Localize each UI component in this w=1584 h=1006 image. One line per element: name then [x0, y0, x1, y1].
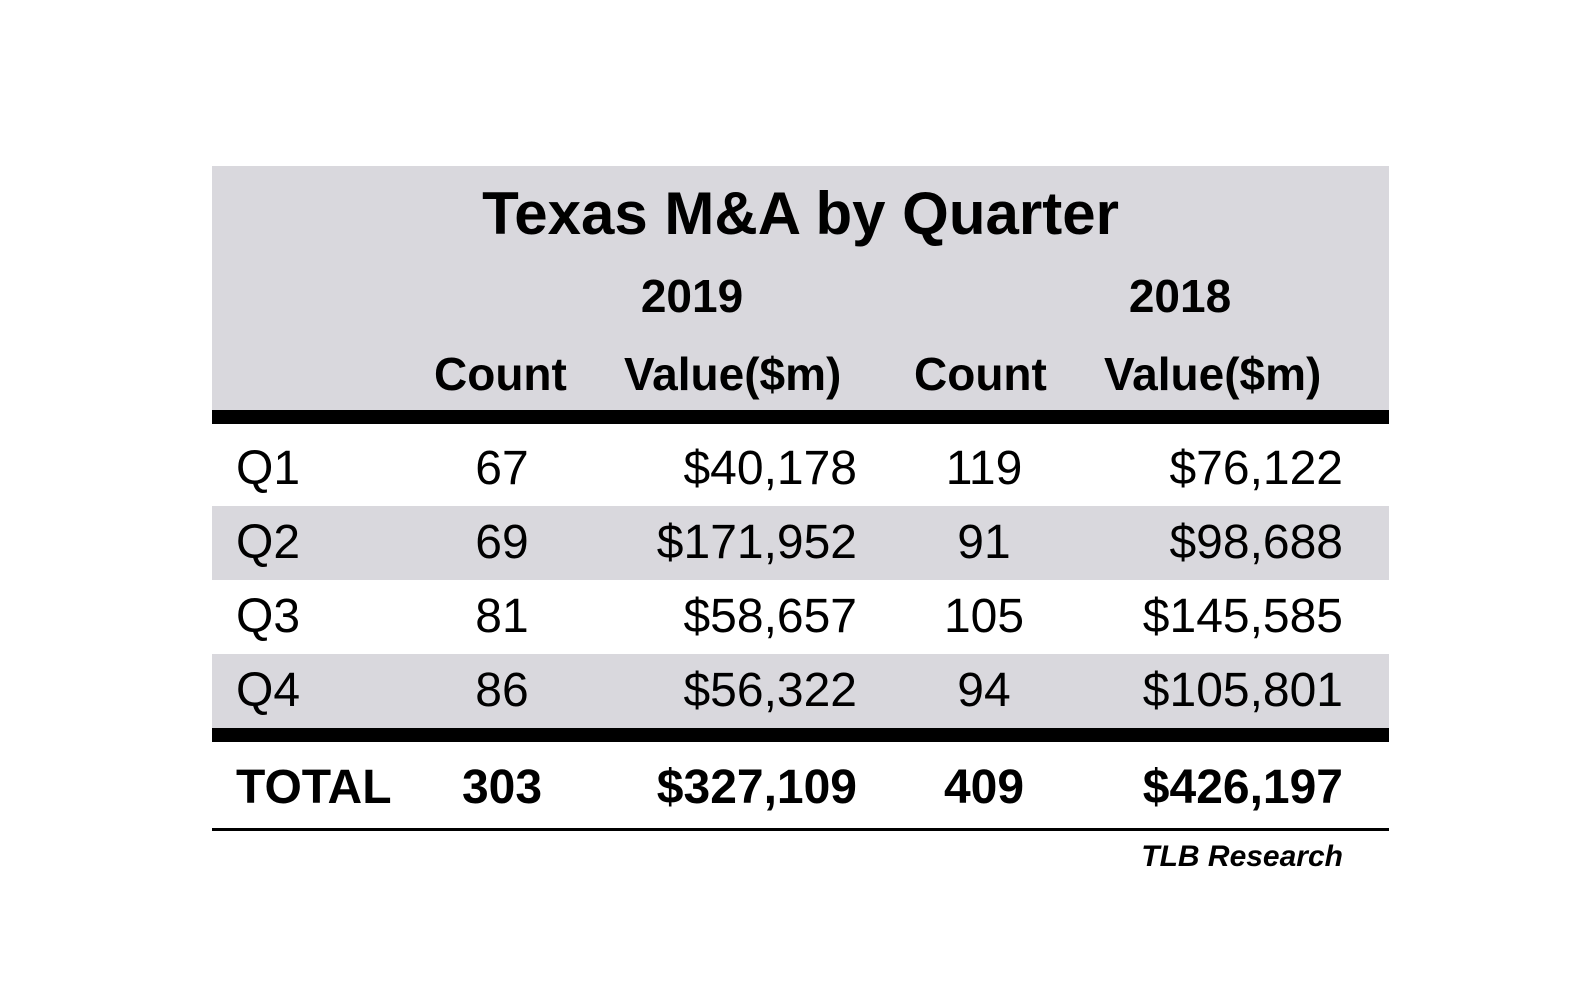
source-credit: TLB Research	[1141, 840, 1343, 873]
col-header-count-2018: Count	[914, 348, 1047, 400]
total-value-2019: $327,109	[656, 761, 857, 814]
row-label: Q4	[236, 664, 301, 717]
total-count-2018: 409	[943, 761, 1025, 814]
count-2019-cell: 86	[475, 664, 529, 717]
count-2018-cell: 91	[957, 516, 1011, 569]
row-label: Q1	[236, 442, 301, 495]
total-value-2018: $426,197	[1142, 761, 1343, 814]
count-2019-cell: 69	[475, 516, 529, 569]
table-title: Texas M&A by Quarter	[482, 180, 1119, 247]
row-label: Q3	[236, 590, 301, 643]
count-2019-cell: 81	[475, 590, 529, 643]
year-header-2018: 2018	[1128, 270, 1232, 322]
year-header-2019: 2019	[640, 270, 744, 322]
value-2018-cell: $98,688	[1169, 516, 1343, 569]
count-2018-cell: 105	[943, 590, 1025, 643]
total-label: TOTAL	[236, 761, 392, 814]
table-row: Q1 67 $40,178 119 $76,122	[212, 432, 1389, 506]
total-row: TOTAL 303 $327,109 409 $426,197	[212, 750, 1389, 826]
table-row: Q2 69 $171,952 91 $98,688	[212, 506, 1389, 580]
row-label: Q2	[236, 516, 301, 569]
col-header-value-2018: Value($m)	[1104, 348, 1322, 400]
table-header: Texas M&A by Quarter 2019 2018 Count Val…	[212, 166, 1389, 410]
value-2019-cell: $171,952	[656, 516, 857, 569]
col-header-value-2019: Value($m)	[624, 348, 842, 400]
value-2018-cell: $145,585	[1142, 590, 1343, 643]
total-rule	[212, 728, 1389, 742]
count-2018-cell: 94	[957, 664, 1011, 717]
header-rule	[212, 410, 1389, 424]
bottom-rule	[212, 828, 1389, 831]
value-2019-cell: $40,178	[683, 442, 857, 495]
table-row: Q3 81 $58,657 105 $145,585	[212, 580, 1389, 654]
col-header-count-2019: Count	[434, 348, 567, 400]
table-row: Q4 86 $56,322 94 $105,801	[212, 654, 1389, 728]
value-2018-cell: $105,801	[1142, 664, 1343, 717]
value-2019-cell: $58,657	[683, 590, 857, 643]
count-2019-cell: 67	[475, 442, 529, 495]
value-2018-cell: $76,122	[1169, 442, 1343, 495]
value-2019-cell: $56,322	[683, 664, 857, 717]
ma-table: Texas M&A by Quarter 2019 2018 Count Val…	[212, 166, 1389, 879]
count-2018-cell: 119	[945, 442, 1023, 495]
total-count-2019: 303	[461, 761, 543, 814]
